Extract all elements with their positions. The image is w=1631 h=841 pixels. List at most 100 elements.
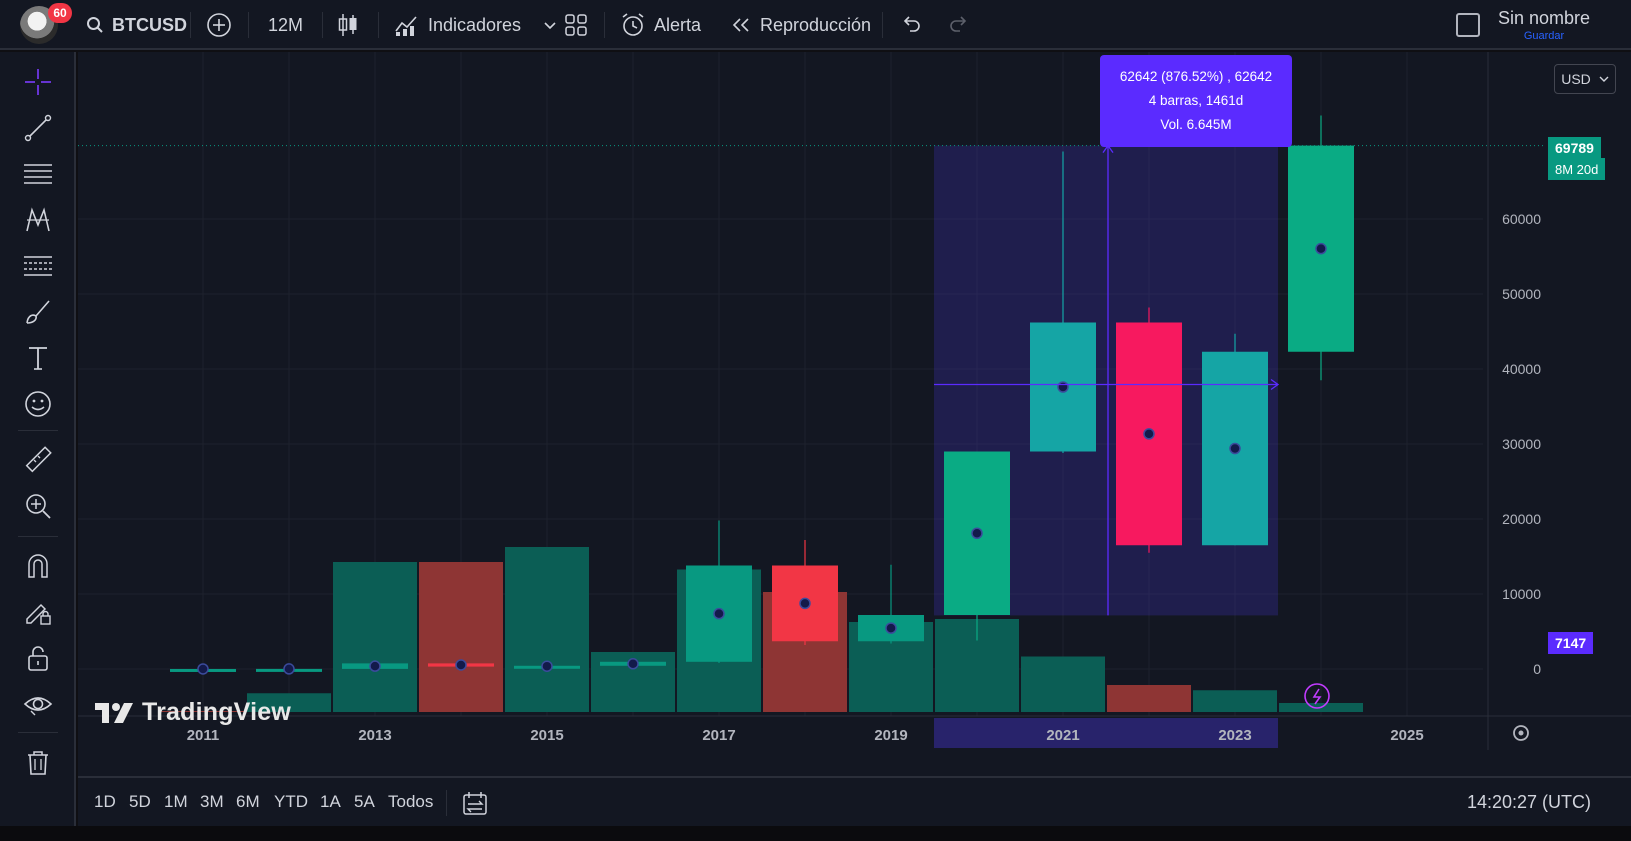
candle-marker-2021 (1057, 381, 1069, 393)
alarm-clock-icon (622, 13, 644, 36)
brush-icon[interactable] (22, 296, 54, 328)
range-todos-button[interactable]: Todos (388, 792, 434, 811)
undo-icon (903, 16, 920, 32)
volume-bar-2023 (1193, 690, 1277, 712)
compare-symbol-button[interactable] (206, 0, 232, 50)
zoom-in-icon[interactable] (22, 490, 54, 522)
current-price-label: 69789 (1548, 137, 1601, 159)
interval-button[interactable]: 12M (268, 0, 303, 50)
indicators-button[interactable]: Indicadores (394, 0, 557, 50)
chevron-down-icon (544, 22, 556, 30)
candles-icon (338, 14, 357, 36)
symbol-label: BTCUSD (112, 14, 187, 35)
range-6m-button[interactable]: 6M (236, 792, 260, 811)
emoji-icon[interactable] (22, 388, 54, 420)
x-tick-label: 2017 (702, 727, 735, 744)
symbol-search-button[interactable]: BTCUSD (86, 0, 187, 50)
fullscreen-toggle[interactable] (1456, 13, 1480, 37)
save-link[interactable]: Guardar (1523, 30, 1565, 42)
chevron-down-icon (1599, 76, 1609, 82)
measure-line-3: Vol. 6.645M (1160, 117, 1232, 132)
volume-bar-2011 (161, 711, 245, 712)
range-1a-button[interactable]: 1A (320, 792, 341, 811)
candle-marker-2014 (455, 659, 467, 671)
candle-marker-2018 (799, 597, 811, 610)
date-range-icon[interactable] (462, 790, 488, 816)
range-5a-button[interactable]: 5A (354, 792, 375, 811)
plus-circle-icon (207, 13, 231, 37)
y-tick-label: 40000 (1502, 361, 1541, 377)
range-ytd-button[interactable]: YTD (274, 792, 308, 811)
x-tick-label: 2021 (1046, 727, 1079, 744)
measure-tooltip: 62642 (876.52%) , 62642 4 barras, 1461d … (1100, 55, 1292, 147)
volume-bar-2014 (419, 562, 503, 712)
tradingview-logo-icon (95, 702, 133, 723)
utc-clock[interactable]: 14:20:27 (UTC) (1466, 792, 1591, 812)
candle-marker-2022 (1143, 428, 1155, 440)
currency-label: USD (1561, 71, 1591, 87)
range-3m-button[interactable]: 3M (200, 792, 224, 811)
lock-pencil-icon[interactable] (22, 596, 54, 628)
price-chart[interactable]: 0 10000 20000 30000 40000 50000 60000 2011 2013… (78, 52, 1631, 776)
y-tick-label: 10000 (1502, 586, 1541, 602)
candle-marker-2019 (885, 622, 897, 634)
currency-selector[interactable]: USD (1554, 64, 1616, 94)
x-tick-label: 2019 (874, 727, 907, 744)
candle-marker-2013 (369, 660, 381, 672)
candle-marker-2011 (197, 663, 209, 675)
text-icon[interactable] (22, 342, 54, 374)
pattern-icon[interactable] (22, 204, 54, 236)
search-icon (87, 17, 103, 33)
volume-bar-2022 (1107, 685, 1191, 712)
y-tick-label: 50000 (1502, 286, 1541, 302)
chart-type-button[interactable] (336, 0, 360, 50)
indicators-icon (395, 16, 417, 36)
ruler-icon[interactable] (22, 444, 54, 476)
measure-line-1: 62642 (876.52%) , 62642 (1119, 69, 1273, 84)
y-tick-label: 20000 (1502, 511, 1541, 527)
x-tick-label: 2013 (358, 727, 391, 744)
candle-marker-2015 (541, 660, 553, 672)
volume-bar-2013 (333, 562, 417, 712)
lightning-bolt (1312, 688, 1322, 705)
candle-marker-2020 (971, 527, 983, 539)
eye-icon[interactable] (22, 688, 54, 720)
notification-badge: 60 (48, 3, 72, 23)
undo-button[interactable] (900, 0, 922, 50)
x-tick-label: 2011 (187, 727, 220, 744)
layout-name: Sin nombre (1498, 8, 1591, 28)
replay-button[interactable]: Reproducción (730, 0, 871, 50)
trash-icon[interactable] (22, 746, 54, 778)
grid-icon (565, 14, 587, 36)
tradingview-watermark: TradingView (94, 698, 291, 727)
candle-marker-2023 (1229, 442, 1241, 455)
layout-name-button[interactable]: Sin nombre Guardar (1498, 8, 1590, 42)
x-tick-label: 2025 (1390, 727, 1423, 744)
layouts-button[interactable] (564, 0, 588, 50)
alert-label: Alerta (654, 14, 702, 35)
volume-bar-2012 (247, 693, 331, 712)
magnet-icon[interactable] (22, 550, 54, 582)
range-1m-button[interactable]: 1M (164, 792, 188, 811)
chart-pane[interactable]: 0 10000 20000 30000 40000 50000 60000 2011 2013… (78, 52, 1631, 776)
fib-icon[interactable] (22, 250, 54, 282)
y-tick-label: 60000 (1502, 211, 1541, 227)
measure-arrow-head-right (1270, 378, 1280, 391)
lock-icon[interactable] (22, 642, 54, 674)
alert-button[interactable]: Alerta (620, 0, 701, 50)
trend-line-icon[interactable] (22, 112, 54, 144)
redo-button[interactable] (948, 0, 970, 50)
crosshair-icon[interactable] (22, 66, 54, 98)
horizontal-lines-icon[interactable] (22, 158, 54, 190)
candle-marker-2012 (283, 663, 295, 675)
volume-bar-2021 (1021, 656, 1105, 712)
candle-marker-2024 (1315, 242, 1327, 255)
range-5d-button[interactable]: 5D (129, 792, 151, 811)
gear-icon-center (1518, 730, 1524, 736)
drawing-toolbar (0, 52, 76, 841)
range-1d-button[interactable]: 1D (94, 792, 116, 811)
measure-low-label: 7147 (1548, 632, 1594, 654)
gear-icon (1513, 725, 1529, 741)
indicators-label: Indicadores (428, 14, 522, 35)
bottom-toolbar: 1D 5D 1M 3M 6M YTD 1A 5A Todos 14:20:27 … (78, 776, 1631, 826)
